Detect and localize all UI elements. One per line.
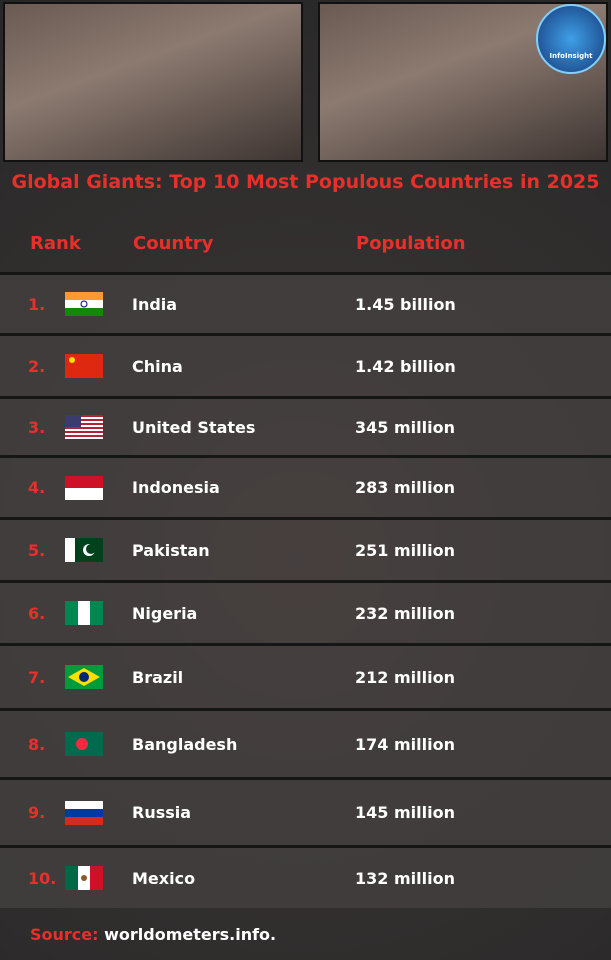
source-label: Source: bbox=[30, 925, 99, 944]
flag bbox=[65, 665, 103, 689]
table-row: 7. Brazil 212 million bbox=[0, 643, 611, 708]
country: China bbox=[132, 356, 183, 376]
country: Russia bbox=[132, 803, 192, 822]
country: Brazil bbox=[132, 667, 184, 687]
table-row: 3. United States 345 million bbox=[0, 396, 611, 455]
table-row: 4. Indonesia 283 million bbox=[0, 455, 611, 517]
rank: 9. bbox=[28, 803, 46, 822]
country: Mexico bbox=[132, 868, 196, 888]
country: Pakistan bbox=[132, 540, 210, 560]
country: India bbox=[132, 294, 178, 314]
flag bbox=[65, 354, 103, 378]
rank: 4. bbox=[28, 478, 46, 497]
country: Indonesia bbox=[132, 478, 220, 497]
population: 251 million bbox=[355, 540, 455, 560]
rank: 10. bbox=[28, 868, 57, 888]
rank: 2. bbox=[28, 356, 46, 376]
rank: 3. bbox=[28, 417, 46, 437]
table-row: 10. Mexico 132 million bbox=[0, 845, 611, 908]
flag bbox=[65, 800, 103, 825]
flag bbox=[65, 475, 103, 500]
table-row: 5. Pakistan 251 million bbox=[0, 517, 611, 580]
flag bbox=[65, 292, 103, 316]
population: 345 million bbox=[355, 417, 455, 437]
source-text: worldometers.info. bbox=[104, 925, 277, 944]
population: 174 million bbox=[355, 734, 455, 754]
country: Bangladesh bbox=[132, 734, 238, 754]
table-row: 8. Bangladesh 174 million bbox=[0, 708, 611, 777]
table-row: 1. India 1.45 billion bbox=[0, 272, 611, 333]
logo: InfoInsight bbox=[536, 4, 606, 74]
population: 232 million bbox=[355, 603, 455, 623]
flag bbox=[65, 415, 103, 439]
population: 1.42 billion bbox=[355, 356, 456, 376]
rank: 8. bbox=[28, 734, 46, 754]
flag bbox=[65, 732, 103, 756]
logo-text: InfoInsight bbox=[549, 52, 593, 60]
country: Nigeria bbox=[132, 603, 198, 623]
rank: 6. bbox=[28, 603, 46, 623]
title: Global Giants: Top 10 Most Populous Coun… bbox=[11, 171, 600, 193]
table-row: 9. Russia 145 million bbox=[0, 777, 611, 845]
source: Source: worldometers.info. bbox=[30, 925, 276, 944]
country: United States bbox=[132, 417, 256, 437]
table-row: 2. China 1.42 billion bbox=[0, 333, 611, 396]
crowd-photo bbox=[3, 2, 303, 162]
column-header: Country bbox=[133, 233, 214, 254]
population: 132 million bbox=[355, 868, 455, 888]
population: 283 million bbox=[355, 478, 455, 497]
column-header: Rank bbox=[30, 233, 81, 254]
flag bbox=[65, 538, 103, 562]
column-header: Population bbox=[356, 233, 466, 254]
rank: 7. bbox=[28, 667, 46, 687]
rank: 5. bbox=[28, 540, 46, 560]
rank: 1. bbox=[28, 294, 46, 314]
flag bbox=[65, 601, 103, 625]
population: 1.45 billion bbox=[355, 294, 456, 314]
flag bbox=[65, 866, 103, 890]
population: 212 million bbox=[355, 667, 455, 687]
table-row: 6. Nigeria 232 million bbox=[0, 580, 611, 643]
population: 145 million bbox=[355, 803, 455, 822]
